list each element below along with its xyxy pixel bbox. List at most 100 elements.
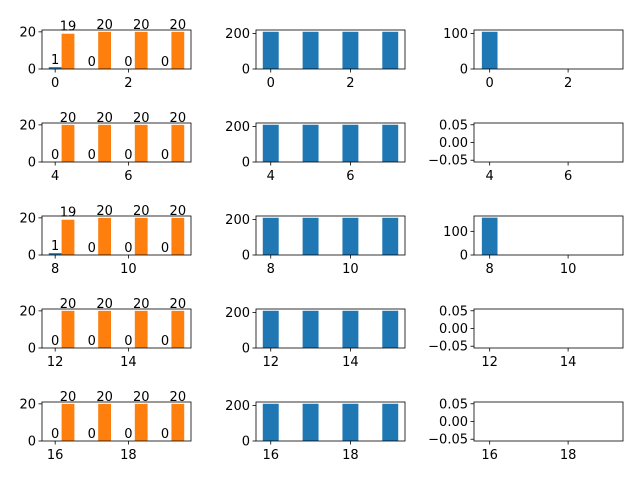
data-label-s0-x10: 0 — [124, 241, 132, 256]
axes-frame — [255, 215, 406, 256]
bar-s1-x19 — [171, 403, 185, 441]
bar-s1-x11 — [171, 217, 185, 255]
y-tick-label: 0 — [28, 249, 36, 264]
bar-s0-x5 — [302, 124, 319, 162]
y-tick-label: 200 — [225, 399, 250, 414]
axes-frame — [473, 401, 624, 442]
x-tick-label: 6 — [124, 169, 132, 184]
data-label-s0-x12: 0 — [51, 334, 59, 349]
subplot-r3-c2: 0.05 0.00 −0.05 12 14 — [428, 304, 624, 370]
y-tick-label: 0 — [242, 342, 250, 357]
x-tick-label: 0 — [267, 76, 275, 91]
x-tick-label: 18 — [342, 448, 359, 463]
axes-frame — [41, 308, 192, 349]
y-tick-label: 0.00 — [439, 136, 468, 151]
bar-s0-x9 — [302, 217, 319, 255]
data-label-s1-x14: 20 — [133, 297, 150, 312]
data-label-s1-x17: 20 — [96, 390, 113, 405]
data-label-s0-x13: 0 — [88, 334, 96, 349]
x-tick-label: 0 — [51, 76, 59, 91]
axes-frame — [473, 215, 624, 256]
subplot-r1-c2: 0.05 0.00 −0.05 4 6 — [428, 118, 624, 184]
data-label-s0-x19: 0 — [161, 427, 169, 442]
data-label-s0-x4: 0 — [51, 148, 59, 163]
y-tick-label: 20 — [19, 118, 36, 133]
bar-s0-x3 — [382, 31, 399, 69]
x-tick-label: 4 — [486, 169, 494, 184]
bar-s0-x4 — [262, 124, 279, 162]
x-tick-label: 14 — [120, 355, 137, 370]
data-label-s0-x6: 0 — [124, 148, 132, 163]
subplot-r1-c1: 0 200 4 6 — [225, 120, 406, 184]
data-label-s1-x15: 20 — [170, 297, 187, 312]
bar-s1-x2 — [134, 31, 148, 69]
axes-frame — [41, 29, 192, 70]
y-tick-label: 200 — [225, 306, 250, 321]
data-label-s1-x7: 20 — [170, 111, 187, 126]
data-label-s0-x9: 0 — [88, 241, 96, 256]
data-label-s0-x11: 0 — [161, 241, 169, 256]
y-tick-label: 0.00 — [439, 415, 468, 430]
bar-s0-x10 — [342, 217, 359, 255]
data-label-s1-x2: 20 — [133, 18, 150, 33]
subplot-r3-c1: 0 200 12 14 — [225, 306, 406, 370]
data-label-s0-x0: 1 — [51, 53, 59, 68]
axes-frame — [41, 215, 192, 256]
y-tick-label: 0 — [242, 249, 250, 264]
x-tick-label: 4 — [51, 169, 59, 184]
data-label-s0-x5: 0 — [88, 148, 96, 163]
subplot-r2-c2: 0 100 8 10 — [443, 215, 624, 277]
data-label-s1-x0: 19 — [60, 20, 77, 35]
bar-s1-x18 — [134, 403, 148, 441]
bar-s1-x3 — [171, 31, 185, 69]
y-tick-label: 0 — [28, 63, 36, 78]
x-tick-label: 12 — [481, 355, 498, 370]
axes-frame — [255, 401, 406, 442]
subplot-r4-c1: 0 200 16 18 — [225, 399, 406, 463]
axes-frame — [255, 29, 406, 70]
y-tick-label: 0 — [242, 63, 250, 78]
subplot-r4-c2: 0.05 0.00 −0.05 16 18 — [428, 397, 624, 463]
data-label-s0-x18: 0 — [124, 427, 132, 442]
y-tick-label: 0.00 — [439, 322, 468, 337]
y-tick-label: −0.05 — [428, 154, 468, 169]
data-label-s1-x1: 20 — [96, 18, 113, 33]
x-tick-label: 16 — [262, 448, 279, 463]
x-tick-label: 6 — [564, 169, 572, 184]
x-tick-label: 16 — [47, 448, 64, 463]
y-tick-label: 200 — [225, 213, 250, 228]
bar-s0-x14 — [342, 310, 359, 348]
data-label-s0-x16: 0 — [51, 427, 59, 442]
x-tick-label: 2 — [346, 76, 354, 91]
data-label-s0-x7: 0 — [161, 148, 169, 163]
y-tick-label: 100 — [443, 27, 468, 42]
x-tick-label: 10 — [120, 262, 137, 277]
data-label-s1-x12: 20 — [60, 297, 77, 312]
y-tick-label: 0 — [28, 435, 36, 450]
x-tick-label: 12 — [47, 355, 64, 370]
subplot-r0-c1: 0 200 0 2 — [225, 27, 406, 91]
bar-s0-x12 — [262, 310, 279, 348]
data-label-s1-x3: 20 — [170, 18, 187, 33]
bar-s1-x5 — [98, 124, 112, 162]
bar-s0-x8 — [481, 217, 498, 255]
axes-frame — [255, 308, 406, 349]
bar-s0-x13 — [302, 310, 319, 348]
bar-s0-x19 — [382, 403, 399, 441]
y-tick-label: 200 — [225, 120, 250, 135]
bar-s0-x0 — [481, 31, 498, 69]
bar-s1-x6 — [134, 124, 148, 162]
y-tick-label: 20 — [19, 211, 36, 226]
y-tick-label: 20 — [19, 397, 36, 412]
x-tick-label: 8 — [267, 262, 275, 277]
bar-s0-x1 — [302, 31, 319, 69]
x-tick-label: 16 — [481, 448, 498, 463]
axes-frame — [473, 29, 624, 70]
bar-s1-x4 — [61, 124, 75, 162]
data-label-s1-x9: 20 — [96, 204, 113, 219]
y-tick-label: 0 — [460, 249, 468, 264]
